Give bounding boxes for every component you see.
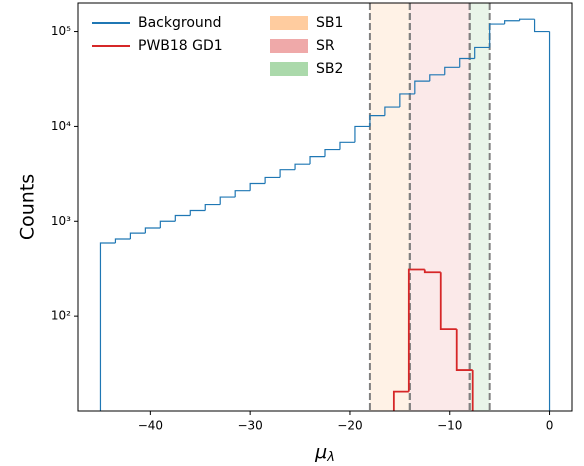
plot-frame	[77, 2, 573, 412]
legend-handle	[270, 39, 308, 53]
histogram-step	[159, 220, 176, 228]
histogram-step	[384, 106, 400, 116]
histogram-step	[369, 115, 385, 127]
legend-label: Background	[138, 15, 222, 31]
histogram-step	[234, 190, 251, 198]
histogram-step	[504, 20, 520, 25]
legend-label: PWB18 GD1	[138, 38, 223, 54]
legend-label: SR	[316, 38, 335, 54]
histogram-step	[129, 232, 146, 240]
histogram-step	[407, 268, 425, 392]
histogram-step	[489, 23, 505, 48]
histogram-step	[533, 19, 550, 33]
histogram-step	[144, 227, 161, 234]
y-tick-label: 10³	[51, 214, 71, 228]
x-tick-label: −20	[337, 419, 362, 433]
x-axis-label-main: μ	[314, 441, 327, 463]
region-band	[409, 3, 470, 411]
x-axis-label-sub: λ	[326, 450, 335, 465]
histogram-step	[174, 214, 191, 222]
histogram-step	[264, 176, 281, 184]
histogram-step	[279, 169, 296, 178]
legend-label: SB1	[316, 15, 343, 31]
histogram-step	[414, 80, 430, 94]
histogram-step	[99, 242, 116, 411]
y-tick-label: 10⁵	[51, 24, 71, 38]
histogram-step	[439, 272, 457, 331]
histogram-step	[459, 57, 475, 68]
histogram-step	[474, 46, 490, 59]
histogram-step	[519, 18, 535, 21]
legend-label: SB2	[316, 61, 343, 77]
legend-handle	[270, 16, 308, 30]
histogram-step	[339, 141, 355, 150]
y-axis-label: Counts	[17, 174, 39, 240]
histogram-step	[294, 163, 311, 170]
histogram-step	[324, 148, 340, 157]
y-tick-label: 10²	[51, 309, 71, 323]
histogram-step	[189, 209, 206, 216]
histogram-step	[399, 93, 415, 108]
region-band	[469, 3, 490, 411]
histogram-step	[392, 390, 409, 411]
histogram-step	[429, 74, 445, 82]
histogram-step	[455, 329, 473, 371]
legend-handle	[270, 62, 308, 76]
y-tick-label: 10⁴	[51, 119, 71, 133]
x-tick-label: −30	[237, 419, 262, 433]
x-axis-label: μλ	[314, 441, 335, 465]
histogram-step	[249, 182, 266, 191]
histogram-step	[423, 269, 441, 274]
region-band	[369, 3, 410, 411]
histogram-step	[309, 156, 325, 165]
histogram-step	[444, 66, 460, 75]
histogram-step	[204, 203, 221, 211]
histogram-step	[354, 125, 370, 143]
x-tick-label: −10	[437, 419, 462, 433]
histogram-step	[114, 238, 131, 244]
x-tick-label: 0	[546, 419, 554, 433]
x-tick-label: −40	[138, 419, 163, 433]
histogram-step	[219, 196, 236, 205]
